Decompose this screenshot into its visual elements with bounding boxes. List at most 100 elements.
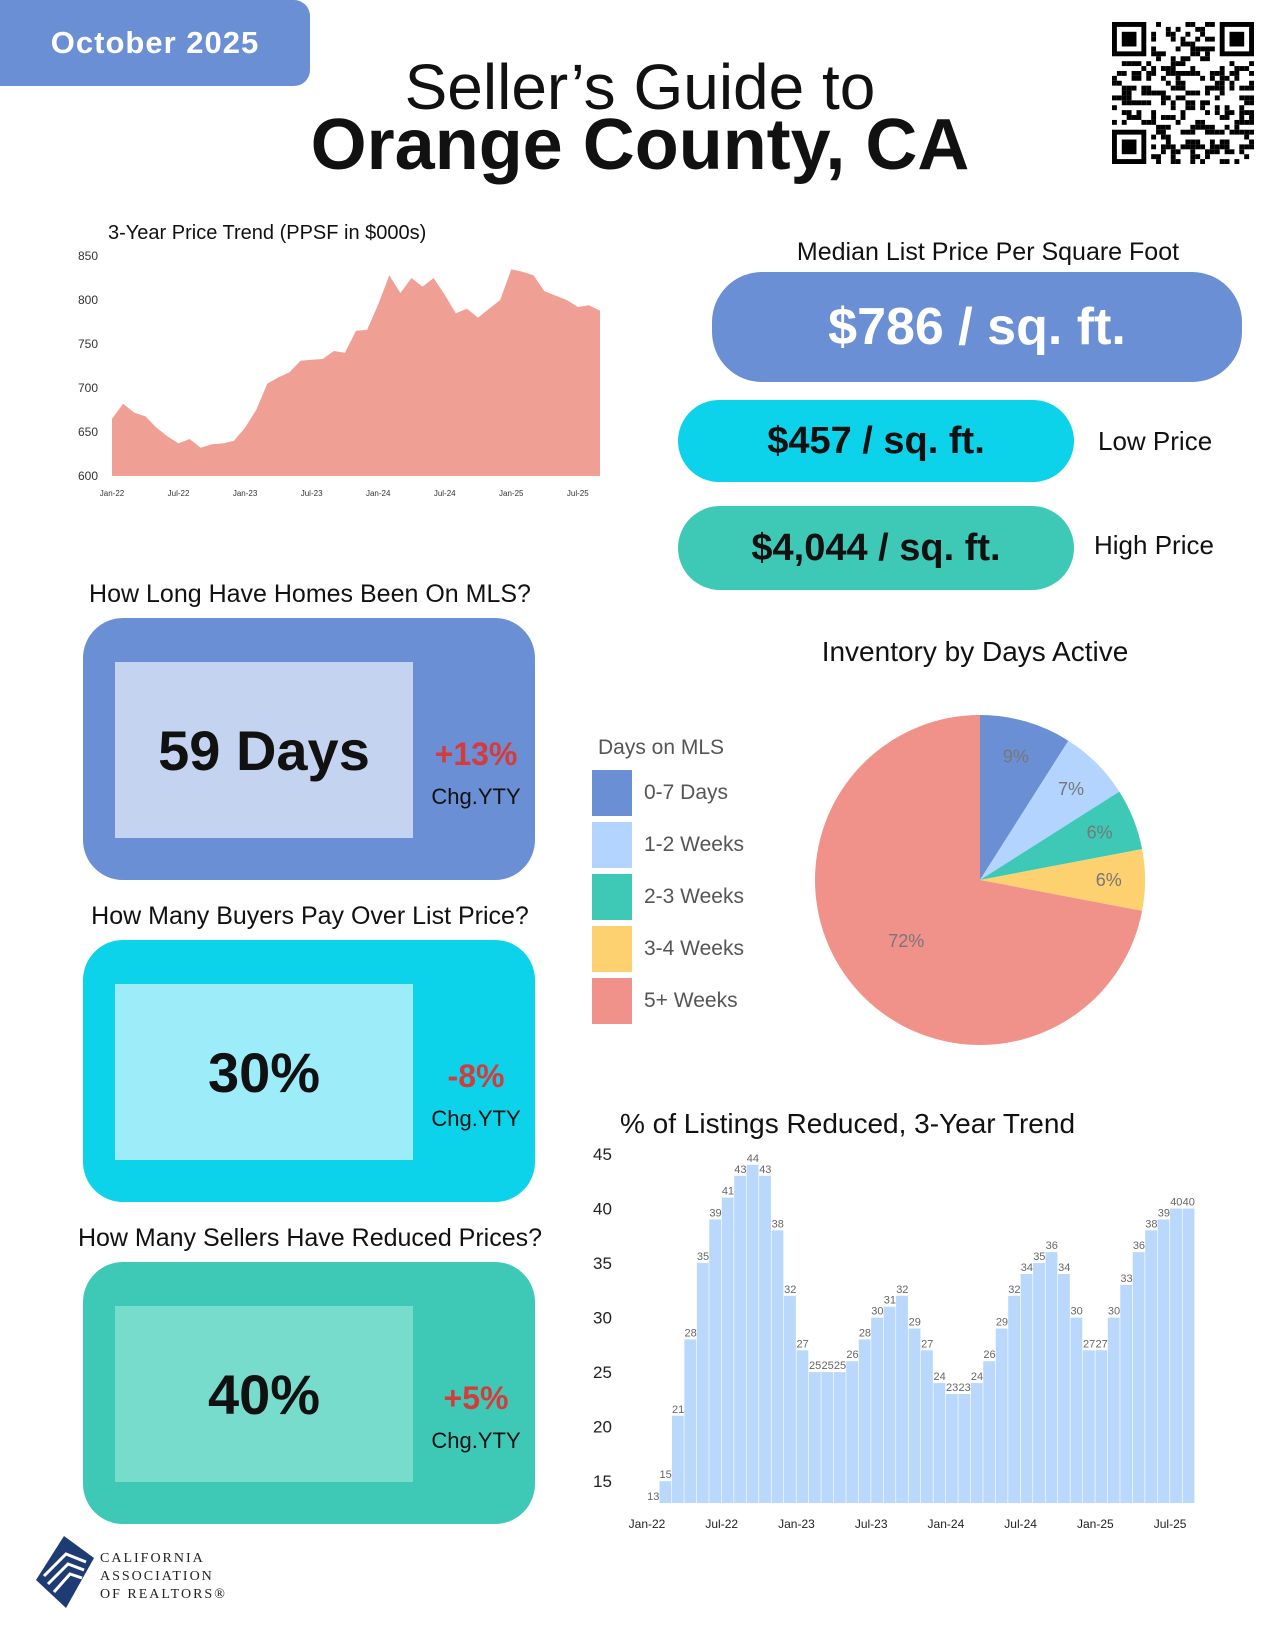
car-logo-icon [36,1536,94,1608]
bar-value-label: 25 [821,1360,833,1372]
x-tick-label: Jul-22 [705,1517,738,1530]
qr-module [1141,66,1147,71]
legend-swatch [592,874,632,920]
qr-module [1112,105,1117,111]
bar-value-label: 30 [1108,1306,1120,1318]
qr-module [1249,80,1254,86]
qr-module [1219,90,1225,96]
qr-module [1156,129,1161,135]
qr-module [1249,129,1254,135]
bar [1170,1208,1182,1503]
y-tick-label: 35 [593,1254,612,1273]
qr-module [1175,149,1181,155]
qr-module [1190,129,1196,135]
qr-module [1160,115,1166,120]
bar-value-label: 34 [1021,1262,1033,1274]
price-trend-area [112,269,600,476]
bar-value-label: 44 [747,1153,759,1165]
qr-module [1170,115,1176,120]
bar-value-label: 35 [697,1251,709,1263]
bar-value-label: 32 [784,1284,796,1296]
x-tick-label: Jan-23 [233,489,258,498]
qr-module [1185,22,1191,27]
bar [846,1361,859,1503]
qr-module [1151,36,1157,42]
legend-swatch [592,926,632,972]
bar [659,1481,672,1503]
qr-module [1126,115,1132,120]
price-trend-chart: 600 650 700 750 800 850 Jan-22 Jul-22 Jan-23 Jul-… [78,249,600,498]
bar [796,1350,809,1503]
qr-module [1170,31,1176,37]
bar-value-label: 28 [684,1327,696,1339]
qr-module [1126,95,1132,101]
qr-module [1219,75,1225,81]
bar [1020,1273,1033,1503]
qr-module [1170,85,1176,91]
qr-module [1249,70,1254,76]
y-tick-label: 25 [593,1363,612,1382]
pie-label: 72% [888,931,924,951]
logo-line: CALIFORNIA [100,1551,205,1566]
qr-module [1151,154,1157,160]
qr-module [1195,36,1201,42]
high-price-pill: $4,044 / sq. ft. [678,506,1074,590]
days-on-mls-change-label: Chg.YTY [431,784,521,809]
qr-module [1160,90,1166,96]
x-tick-label: Jan-25 [1077,1517,1114,1530]
qr-module [1209,139,1215,145]
qr-module [1244,119,1250,125]
qr-module [1185,41,1191,47]
qr-module [1190,159,1196,164]
bar-value-label: 33 [1120,1273,1132,1285]
qr-module [1190,70,1196,76]
qr-module [1190,100,1196,106]
bar [1058,1273,1070,1503]
qr-module [1205,129,1210,135]
qr-code-icon[interactable] [1112,22,1254,164]
qr-finder [1112,22,1147,57]
qr-module [1200,105,1206,111]
qr-module [1190,66,1196,71]
qr-module [1195,139,1201,145]
qr-module [1214,110,1220,116]
days-on-mls-change: +13% [434,736,518,772]
bar-value-label: 39 [709,1207,721,1219]
qr-module [1136,61,1142,67]
y-tick-label: 700 [78,381,98,395]
qr-module [1200,75,1206,81]
bar-value-label: 39 [1158,1207,1170,1219]
qr-module [1185,70,1191,76]
bar [1008,1295,1021,1503]
qr-module [1165,66,1171,71]
qr-module [1224,105,1230,111]
logo-line: ASSOCIATION [100,1569,214,1584]
pie-label: 6% [1096,870,1122,890]
pie-slice [815,715,1143,1045]
qr-module [1146,75,1152,81]
bar-value-label: 31 [884,1295,896,1307]
bar-value-label: 35 [1033,1251,1045,1263]
qr-module [1170,144,1176,150]
qr-module [1200,124,1206,130]
qr-module [1239,95,1245,101]
qr-module [1160,66,1166,71]
qr-module [1214,70,1220,76]
x-tick-label: Jul-24 [1004,1517,1037,1530]
qr-module [1209,149,1215,155]
bar-value-label: 32 [1008,1284,1020,1296]
qr-module [1126,100,1132,106]
bar [883,1306,896,1503]
qr-module [1219,80,1225,86]
qr-module [1160,134,1166,140]
qr-module [1205,85,1210,91]
qr-module [1219,159,1225,164]
qr-module [1170,36,1176,42]
x-tick-label: Jul-25 [1154,1517,1187,1530]
qr-module [1190,46,1196,52]
pie-label: 6% [1087,823,1113,843]
qr-module [1160,124,1166,130]
bar [970,1383,983,1503]
qr-module [1185,139,1191,145]
legend-label: 3-4 Weeks [644,937,744,960]
